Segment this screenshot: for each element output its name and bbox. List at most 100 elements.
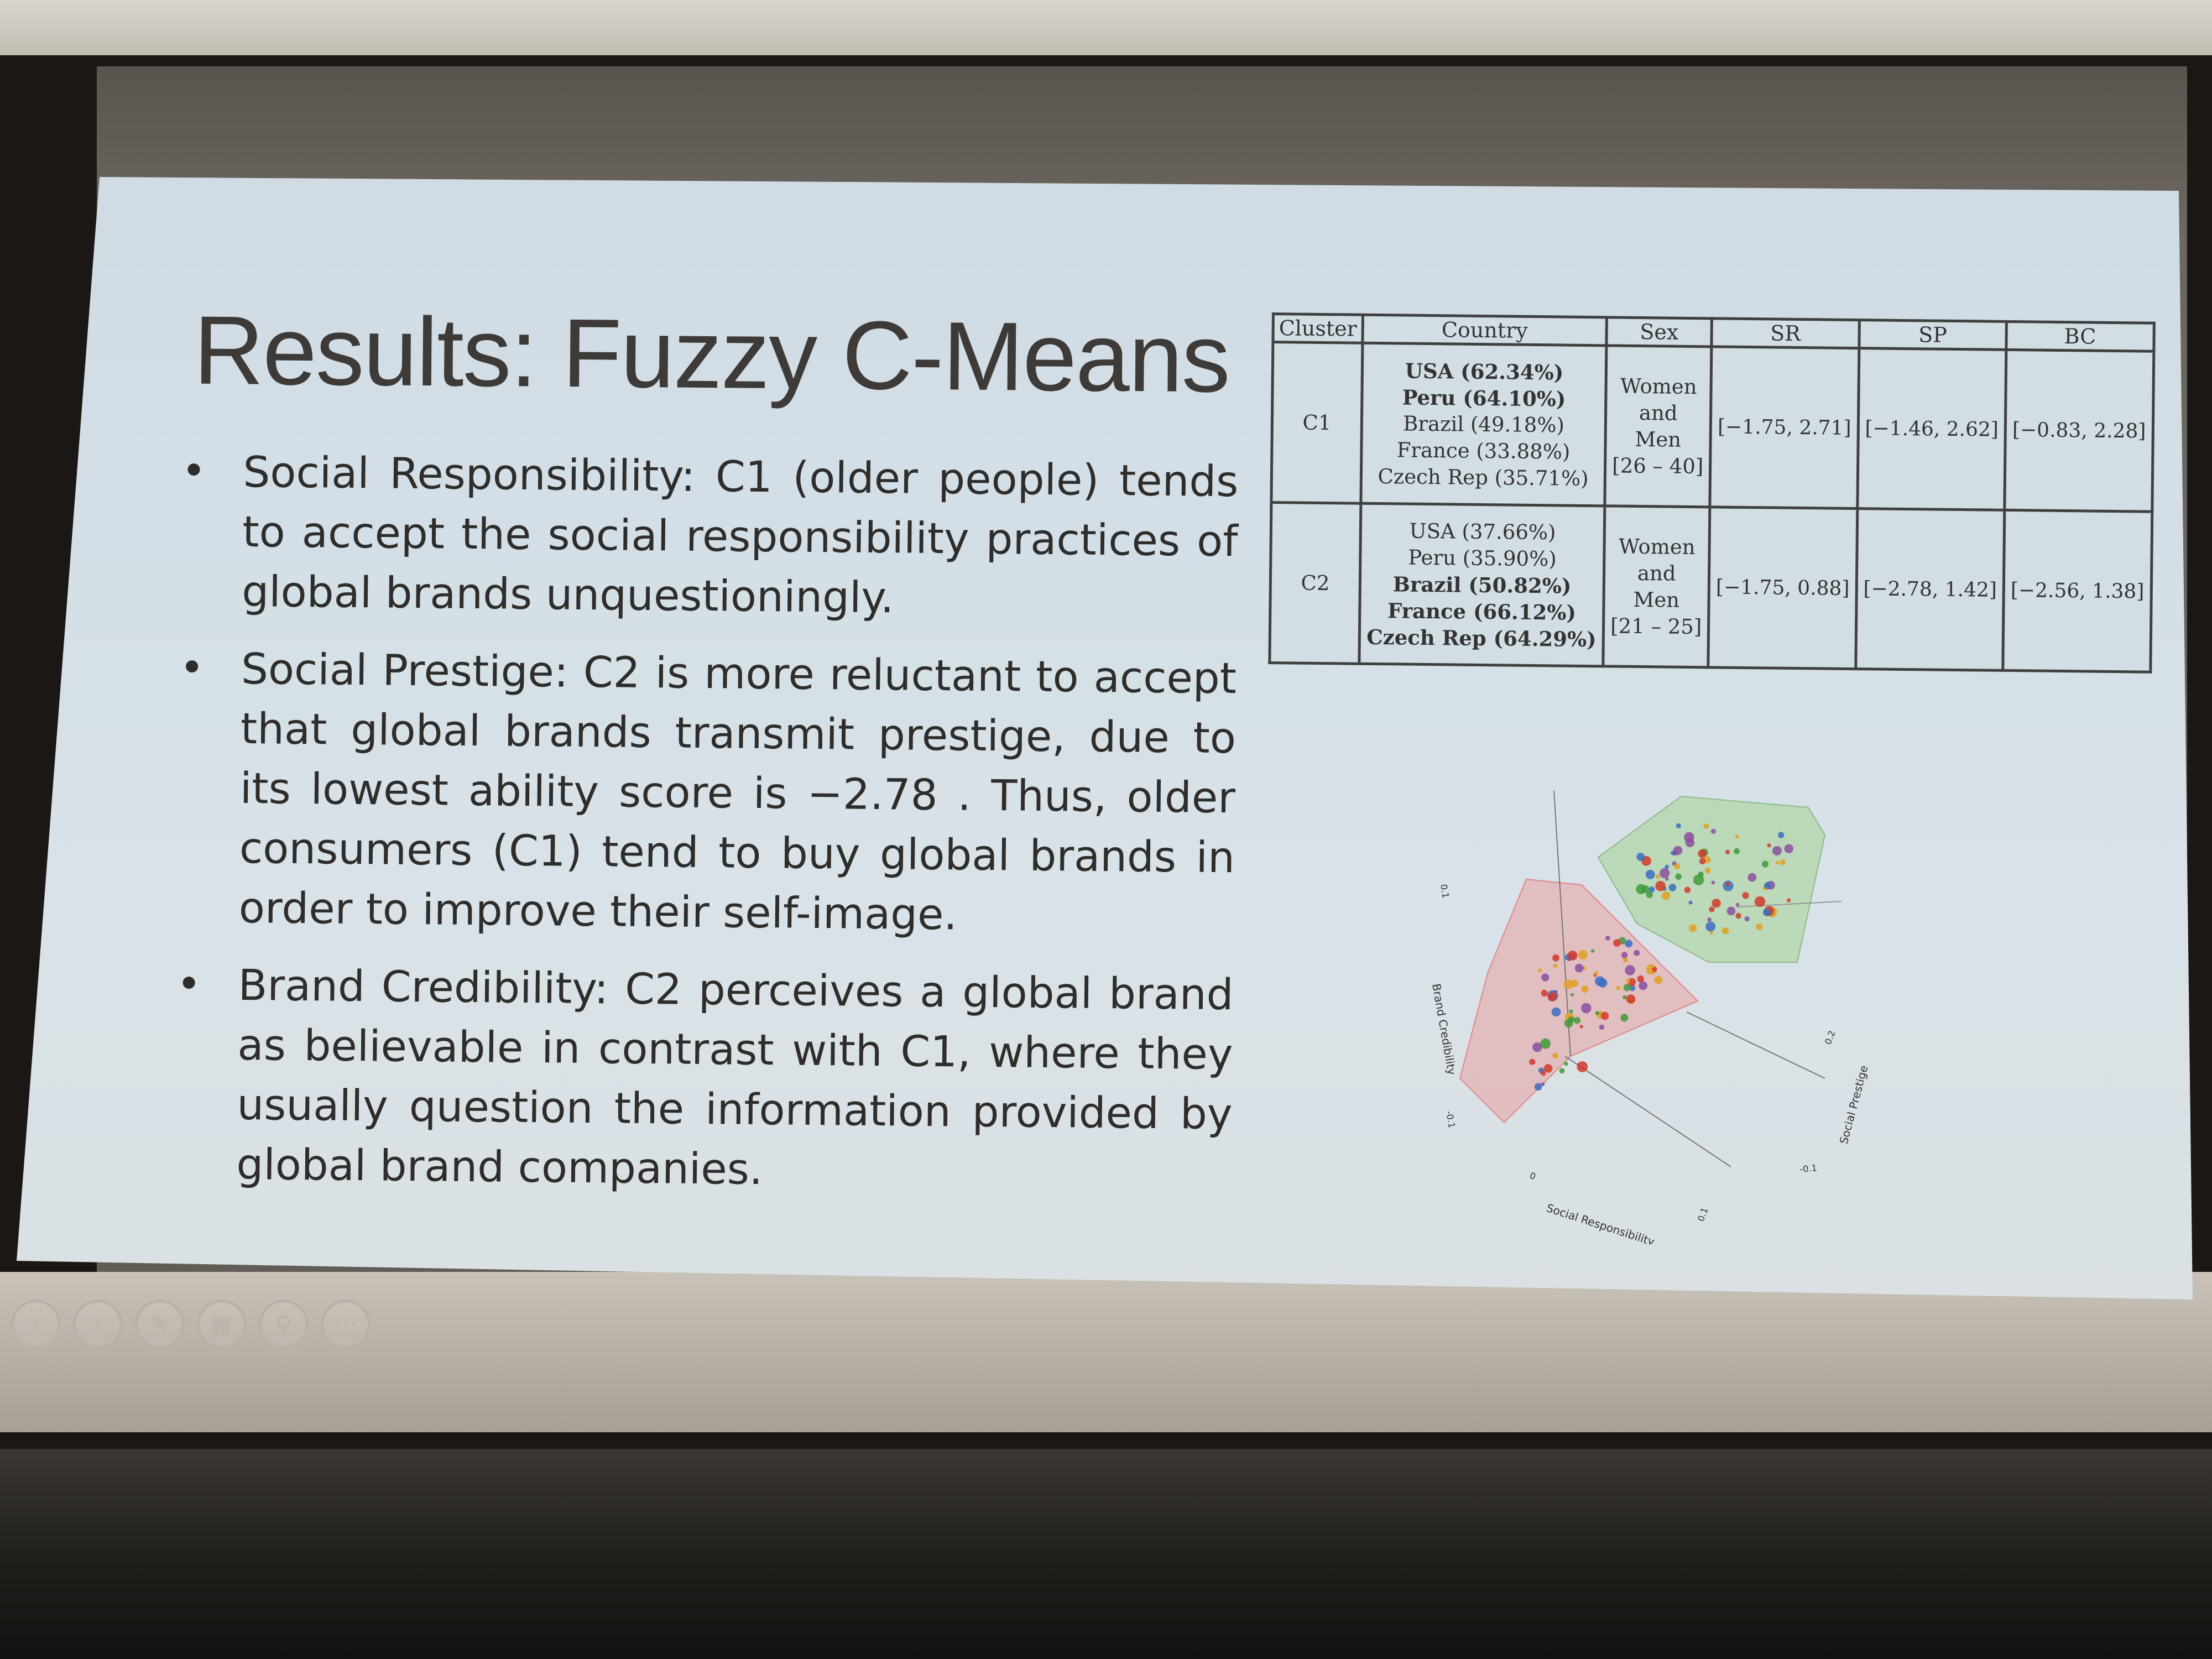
plot-point <box>1605 936 1610 941</box>
plot-points <box>1529 823 1793 1091</box>
plot-point <box>1710 828 1716 834</box>
plot-point <box>1709 931 1713 935</box>
country-line: Czech Rep (64.29%) <box>1366 624 1597 651</box>
plot-point <box>1656 874 1660 879</box>
sr-interval: [−1.75, 0.88] <box>1715 576 1850 600</box>
slideshow-toolbar: ‹ › ✎ ▦ ⚲ ⋯ <box>11 1300 371 1355</box>
zoom-button[interactable]: ⚲ <box>259 1300 309 1349</box>
plot-point <box>1543 1064 1553 1073</box>
table-row: C2 USA (37.66%) Peru (35.90%) Brazil (50… <box>1269 502 2152 672</box>
axis-label-z: Brand Credibility <box>1430 983 1459 1076</box>
sr-cell: [−1.75, 2.71] <box>1710 346 1859 509</box>
plot-point <box>1684 886 1691 893</box>
header-cluster: Cluster <box>1272 314 1363 343</box>
plot-point <box>1756 923 1763 930</box>
plot-point <box>1567 950 1578 961</box>
plot-point <box>1685 838 1695 847</box>
plot-point <box>1577 1061 1588 1072</box>
bullet-brand-credibility: Brand Credibility: C2 perceives a global… <box>181 956 1234 1204</box>
bullet-list: Social Responsibility: C1 (older people)… <box>181 442 1239 1222</box>
country-line: Peru (35.90%) <box>1408 545 1557 571</box>
plot-point <box>1693 874 1704 885</box>
tick-label: 0 <box>1528 1170 1537 1182</box>
plot-point <box>1645 869 1655 879</box>
plot-point <box>1564 1062 1568 1066</box>
more-options-button[interactable]: ⋯ <box>321 1300 371 1349</box>
bullet-dot <box>187 463 200 476</box>
bc-cell: [−2.56, 1.38] <box>2002 510 2152 672</box>
plot-point <box>1648 886 1655 893</box>
axis-label-x: Social Responsibility <box>1545 1201 1656 1244</box>
plot-point <box>1670 851 1675 855</box>
sex-line: and <box>1639 400 1678 425</box>
plot-point <box>1636 853 1645 861</box>
plot-point <box>1581 985 1589 993</box>
plot-point <box>1529 1058 1536 1065</box>
plot-point <box>1778 832 1785 838</box>
plot-point <box>1571 993 1574 997</box>
sp-interval: [−2.78, 1.42] <box>1863 577 1997 602</box>
plot-point <box>1726 906 1736 916</box>
plot-point <box>1707 917 1712 922</box>
plot-point <box>1613 939 1621 947</box>
plot-point <box>1578 950 1588 960</box>
plot-point <box>1659 868 1670 879</box>
sex-line: Women <box>1620 374 1697 399</box>
chevron-right-icon: › <box>93 1312 102 1337</box>
results-table: Cluster Country Sex SR SP BC C1 USA (62.… <box>1268 312 2156 674</box>
sex-line: Women <box>1618 534 1695 559</box>
plot-point <box>1734 848 1740 854</box>
plot-point <box>1620 1014 1629 1022</box>
plot-point <box>1594 971 1599 975</box>
plot-point <box>1698 849 1707 858</box>
sex-line: Men <box>1635 427 1682 452</box>
plot-point <box>1541 1082 1545 1086</box>
plot-point <box>1689 924 1697 932</box>
plot-point <box>1772 846 1782 855</box>
sp-interval: [−1.46, 2.62] <box>1865 417 1999 441</box>
plot-point <box>1623 957 1628 963</box>
plot-point <box>1634 950 1640 956</box>
plot-axis-z <box>1553 790 1571 1057</box>
plot-point <box>1623 984 1631 992</box>
country-line: France (66.12%) <box>1387 598 1577 625</box>
plot-point <box>1668 884 1677 891</box>
tick-label: -0.1 <box>1444 1110 1457 1129</box>
plot-point <box>1735 912 1741 919</box>
plot-point <box>1742 892 1749 899</box>
plot-point <box>1675 873 1682 880</box>
plot-point <box>1662 891 1671 900</box>
header-country: Country <box>1363 315 1607 346</box>
plot-point <box>1591 949 1595 953</box>
bullet-dot <box>182 976 195 989</box>
pen-tool-button[interactable]: ✎ <box>135 1300 185 1349</box>
plot-point <box>1547 992 1557 1001</box>
next-slide-button[interactable]: › <box>73 1300 123 1349</box>
tick-label: 0.2 <box>1823 1029 1838 1046</box>
plot-point <box>1541 989 1548 997</box>
slide-overview-button[interactable]: ▦ <box>197 1300 247 1349</box>
presentation-slide: Results: Fuzzy C-Means Social Responsibi… <box>17 177 2193 1300</box>
cluster-cell: C1 <box>1271 342 1363 504</box>
country-line: Peru (64.10%) <box>1402 384 1566 411</box>
plot-point <box>1569 1009 1573 1014</box>
country-cell: USA (62.34%) Peru (64.10%) Brazil (49.18… <box>1361 343 1607 506</box>
table-row: C1 USA (62.34%) Peru (64.10%) Brazil (49… <box>1271 342 2154 512</box>
plot-point <box>1553 963 1558 968</box>
plot-point <box>1652 967 1657 972</box>
plot-axis-y <box>1686 1011 1825 1079</box>
tick-label: -0.1 <box>1799 1162 1818 1175</box>
previous-slide-button[interactable]: ‹ <box>11 1300 61 1349</box>
axis-label-y: Social Prestige <box>1837 1064 1871 1146</box>
plot-point <box>1712 899 1721 908</box>
sr-cell: [−1.75, 0.88] <box>1708 507 1858 669</box>
plot-point <box>1721 927 1729 935</box>
ellipsis-icon: ⋯ <box>335 1312 357 1337</box>
plot-point <box>1709 906 1715 912</box>
plot-point <box>1735 834 1739 839</box>
bullet-social-responsibility: Social Responsibility: C1 (older people)… <box>186 442 1239 632</box>
tick-label: 0.1 <box>1695 1206 1710 1223</box>
country-line: Brazil (50.82%) <box>1392 571 1572 598</box>
plot-point <box>1711 880 1715 885</box>
bullet-social-prestige: Social Prestige: C2 is more reluctant to… <box>183 639 1237 948</box>
